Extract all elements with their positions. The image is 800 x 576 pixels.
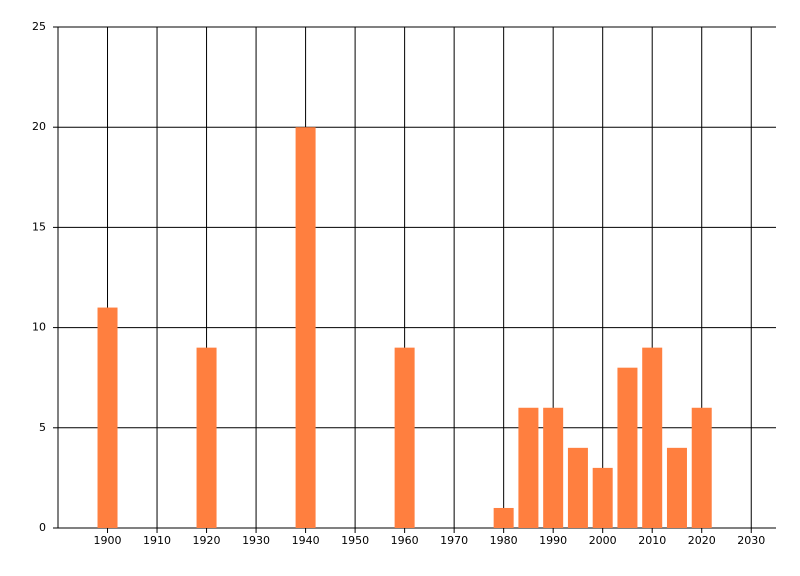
x-tick-label: 1960 [391,534,419,547]
x-tick-label: 1990 [539,534,567,547]
bar [617,367,638,528]
bar [196,347,217,528]
x-tick-label: 1900 [94,534,122,547]
x-tick-label: 2010 [638,534,666,547]
y-tick-label: 15 [32,220,46,233]
bar [592,467,613,528]
bar [691,407,712,528]
x-tick-label: 1940 [292,534,320,547]
bar [518,407,539,528]
x-tick-label: 1920 [193,534,221,547]
bar [567,447,588,528]
y-tick-label: 20 [32,120,46,133]
y-tick-label: 25 [32,20,46,33]
bar [394,347,415,528]
x-tick-label: 1980 [490,534,518,547]
y-tick-label: 5 [39,421,46,434]
x-tick-label: 2020 [688,534,716,547]
x-tick-label: 1930 [242,534,270,547]
bar [493,507,514,528]
x-tick-label: 1910 [143,534,171,547]
x-tick-label: 2030 [737,534,765,547]
y-tick-label: 0 [39,521,46,534]
y-tick-label: 10 [32,321,46,334]
bar [543,407,564,528]
x-tick-label: 1970 [440,534,468,547]
bar [97,307,118,528]
x-tick-label: 2000 [589,534,617,547]
bar [642,347,663,528]
x-tick-label: 1950 [341,534,369,547]
bar [295,127,316,528]
bar [666,447,687,528]
